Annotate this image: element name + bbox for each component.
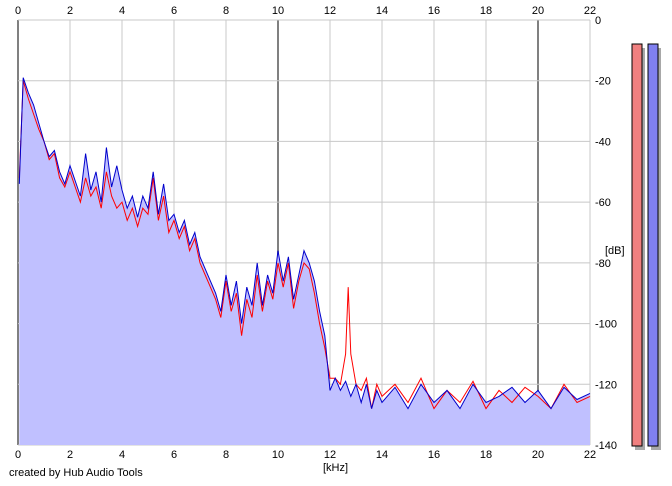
- y-tick-labels: 0 -20 -40 -60 -80 -100 -120 -140: [595, 15, 617, 452]
- x-tick-label: 0: [15, 449, 21, 461]
- x-tick-label: 22: [584, 5, 596, 17]
- x-tick-label: 18: [480, 449, 492, 461]
- x-tick-label: 4: [119, 5, 125, 17]
- x-tick-label: 18: [480, 5, 492, 17]
- x-tick-label: 6: [171, 449, 177, 461]
- spectrum-fill-area: [19, 77, 591, 445]
- y-axis-label: [dB]: [605, 245, 625, 257]
- credit-text: created by Hub Audio Tools: [9, 467, 143, 479]
- x-tick-label: 12: [324, 449, 336, 461]
- x-tick-label: 0: [15, 5, 21, 17]
- y-tick-label: -80: [595, 258, 611, 270]
- level-meters: [631, 43, 661, 450]
- x-tick-label: 8: [223, 449, 229, 461]
- x-tick-label: 22: [584, 449, 596, 461]
- x-tick-label: 16: [428, 449, 440, 461]
- x-tick-label: 6: [171, 5, 177, 17]
- x-tick-label: 10: [272, 5, 284, 17]
- y-tick-label: 0: [595, 15, 601, 27]
- y-tick-label: -60: [595, 197, 611, 209]
- x-tick-label: 14: [376, 5, 388, 17]
- x-axis-label: [kHz]: [323, 462, 348, 474]
- x-tick-label: 16: [428, 5, 440, 17]
- x-tick-label: 10: [272, 449, 284, 461]
- level-meter-left: [631, 43, 643, 447]
- x-tick-label: 8: [223, 5, 229, 17]
- x-tick-label: 14: [376, 449, 388, 461]
- y-tick-label: -40: [595, 136, 611, 148]
- x-tick-label: 20: [532, 5, 544, 17]
- x-tick-label: 2: [67, 449, 73, 461]
- y-tick-label: -100: [595, 319, 617, 331]
- x-tick-label: 2: [67, 5, 73, 17]
- level-meter-right: [647, 43, 659, 447]
- series-line-left: [18, 80, 591, 410]
- series-line-right: [18, 77, 591, 410]
- y-tick-label: -120: [595, 379, 617, 391]
- x-tick-label: 12: [324, 5, 336, 17]
- x-tick-label: 4: [119, 449, 125, 461]
- y-tick-label: -20: [595, 76, 611, 88]
- y-tick-label: -140: [595, 440, 617, 452]
- x-tick-label: 20: [532, 449, 544, 461]
